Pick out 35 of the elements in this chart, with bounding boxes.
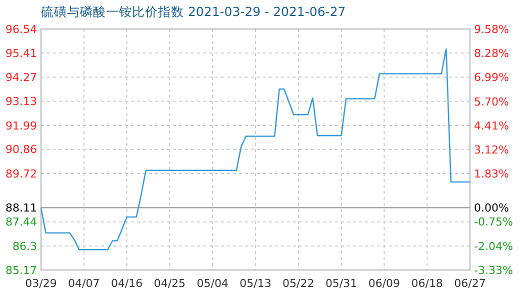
y-tick-label: 91.99 (6, 119, 37, 132)
y-tick-label: 96.54 (6, 22, 37, 36)
y-tick-label: 85.17 (6, 264, 37, 277)
x-tick-label: 04/25 (154, 277, 186, 290)
x-tick-label: 03/29 (25, 277, 57, 290)
y-tick-label: 88.11 (6, 202, 37, 215)
y2-tick-label: 6.99% (474, 71, 509, 84)
y2-tick-label: 4.41% (474, 119, 509, 132)
y2-tick-label: 3.12% (474, 143, 509, 156)
y-tick-label: 95.41 (6, 46, 37, 60)
y2-tick-label: -0.75% (474, 216, 513, 229)
x-tick-label: 04/07 (68, 277, 100, 290)
y2-tick-label: 8.28% (474, 47, 509, 60)
y2-tick-label: -3.33% (474, 264, 513, 277)
line-series (40, 48, 471, 250)
y2-tick-label: 1.83% (474, 168, 509, 181)
y-tick-label: 94.27 (6, 70, 37, 84)
x-tick-label: 06/09 (368, 277, 400, 290)
y2-tick-label: 5.70% (474, 95, 509, 108)
x-tick-label: 04/16 (110, 277, 143, 290)
x-tick-label: 05/04 (196, 277, 228, 290)
x-tick-label: 06/18 (411, 277, 443, 290)
y2-tick-label: -2.04% (474, 240, 513, 253)
x-tick-label: 05/13 (240, 277, 272, 290)
y-tick-label: 93.13 (6, 95, 37, 108)
y-tick-label: 89.72 (6, 167, 37, 180)
y2-tick-label: 0.00% (474, 202, 509, 215)
y-tick-label: 86.3 (12, 240, 37, 253)
x-tick-label: 05/31 (325, 277, 358, 290)
x-tick-label: 06/27 (454, 277, 486, 290)
y-tick-label: 87.44 (6, 216, 37, 229)
chart-title: 硫磺与磷酸一铵比价指数 2021-03-29 - 2021-06-27 (41, 4, 346, 19)
x-tick-label: 05/22 (282, 277, 314, 290)
y-tick-label: 90.86 (6, 143, 37, 156)
y2-tick-label: 9.58% (474, 22, 509, 36)
